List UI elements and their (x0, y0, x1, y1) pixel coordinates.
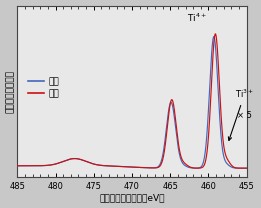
Text: × 5: × 5 (237, 111, 252, 120)
Legend: 内部, 表面: 内部, 表面 (26, 75, 61, 100)
Y-axis label: 強度（電子の数）: 強度（電子の数） (5, 70, 15, 113)
Text: Ti$^{3+}$: Ti$^{3+}$ (228, 88, 254, 140)
Text: Ti$^{4+}$: Ti$^{4+}$ (187, 12, 207, 24)
X-axis label: 電子のエネルギー（eV）: 電子のエネルギー（eV） (99, 193, 165, 202)
